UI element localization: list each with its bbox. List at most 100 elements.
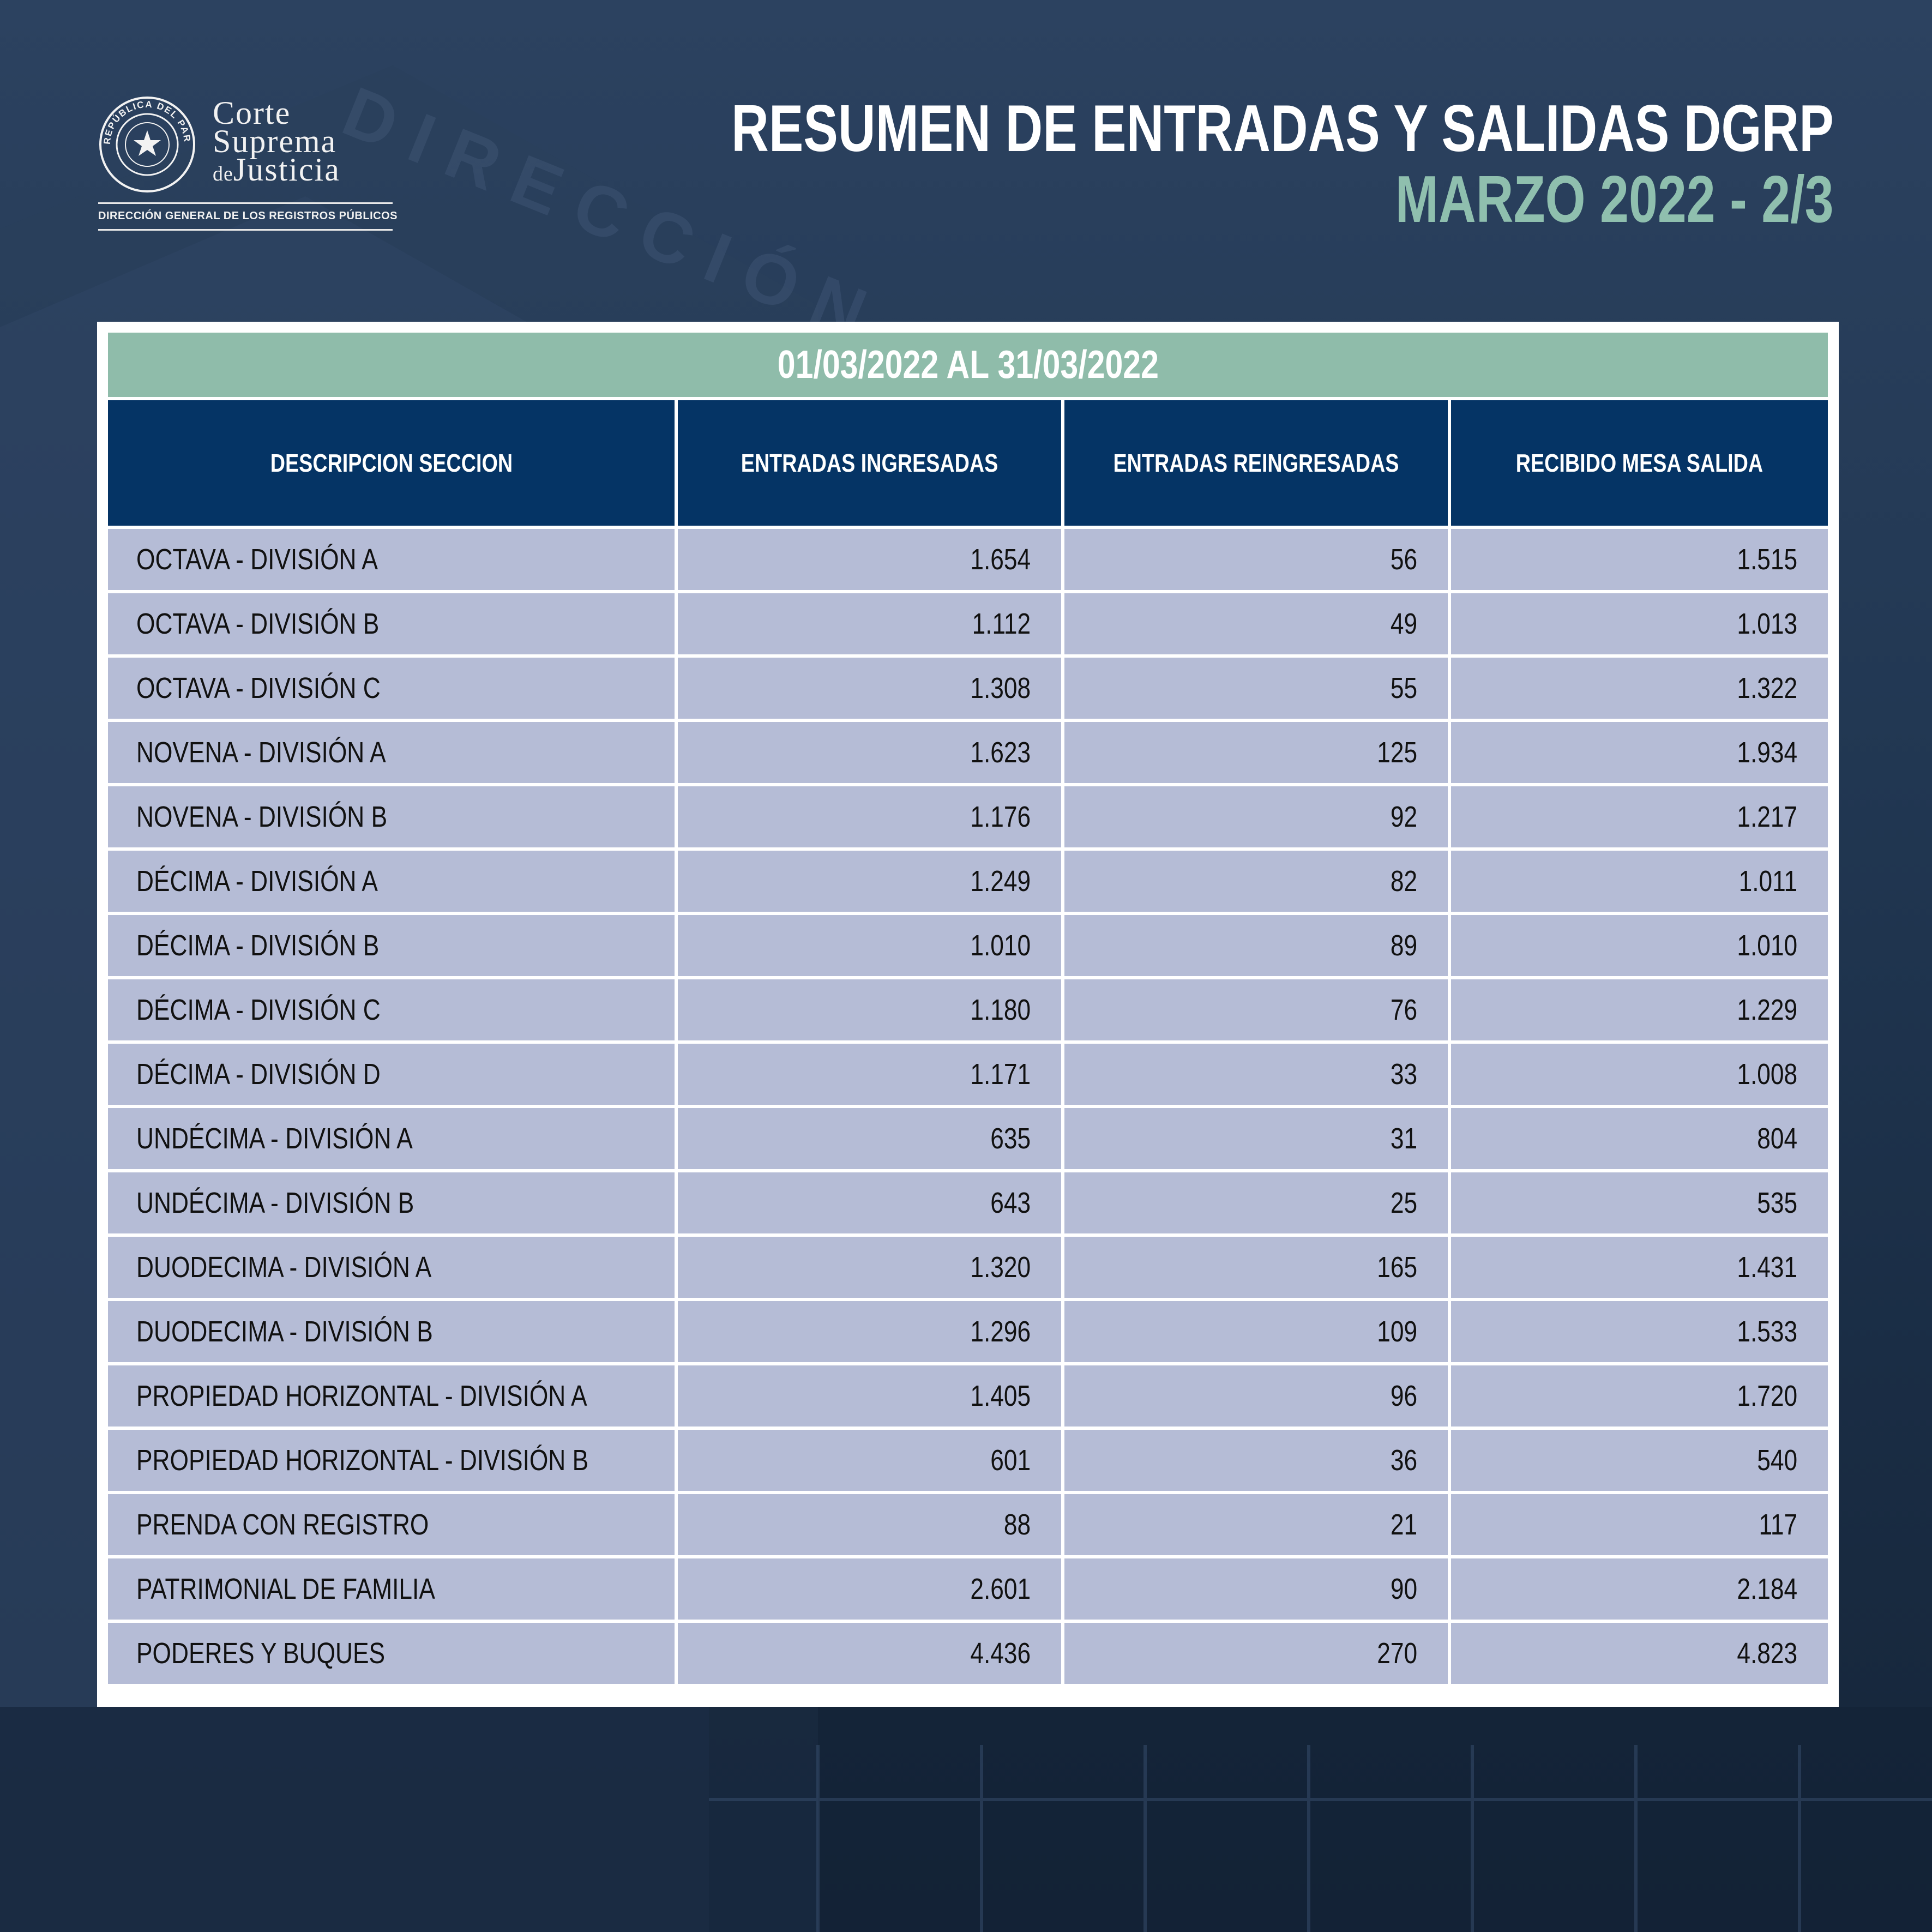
table-cell-value: 2.184 [1449, 1557, 1828, 1623]
table-row: PRENDA CON REGISTRO 88 21 117 [108, 1492, 1828, 1558]
table-cell-value: 635 [676, 1106, 1064, 1172]
table-cell-value: 90 [1063, 1557, 1451, 1623]
table-cell-value: 55 [1063, 656, 1451, 722]
table-row: UNDÉCIMA - DIVISIÓN A 635 31 804 [108, 1106, 1828, 1172]
table-cell-value: 1.180 [676, 978, 1064, 1044]
table-cell-value: 117 [1449, 1492, 1828, 1558]
logo-divider-bottom [98, 229, 393, 231]
table-row: DUODECIMA - DIVISIÓN B 1.296 109 1.533 [108, 1299, 1828, 1365]
table-cell-value: 82 [1063, 849, 1451, 915]
page-title: RESUMEN DE ENTRADAS Y SALIDAS DGRP [731, 91, 1834, 165]
seal-icon: REPÚBLICA DEL PARAGUAY [98, 95, 195, 192]
table-cell-value: 1.010 [1449, 913, 1828, 979]
logo-divider [98, 202, 393, 204]
table-cell-value: 1.934 [1449, 720, 1828, 786]
logo-line-3: deJusticia [213, 152, 340, 188]
table-cell-value: 1.533 [1449, 1299, 1828, 1365]
table-cell-description: UNDÉCIMA - DIVISIÓN A [108, 1106, 678, 1172]
table-row: NOVENA - DIVISIÓN A 1.623 125 1.934 [108, 720, 1828, 786]
table-cell-value: 31 [1063, 1106, 1451, 1172]
table-cell-value: 804 [1449, 1106, 1828, 1172]
table-cell-value: 540 [1449, 1428, 1828, 1494]
table-cell-value: 92 [1063, 785, 1451, 851]
table-cell-description: DÉCIMA - DIVISIÓN D [108, 1042, 678, 1108]
table-row: PROPIEDAD HORIZONTAL - DIVISIÓN B 601 36 54… [108, 1428, 1828, 1494]
column-header-entradas-reingresadas: ENTRADAS REINGRESADAS [1063, 400, 1451, 529]
table-row: DÉCIMA - DIVISIÓN B 1.010 89 1.010 [108, 913, 1828, 979]
table-cell-description: DÉCIMA - DIVISIÓN A [108, 849, 678, 915]
table-cell-value: 89 [1063, 913, 1451, 979]
table-cell-value: 601 [676, 1428, 1064, 1494]
table-cell-description: PROPIEDAD HORIZONTAL - DIVISIÓN A [108, 1364, 678, 1430]
table-cell-description: PODERES Y BUQUES [108, 1621, 678, 1687]
table-cell-value: 1.112 [676, 592, 1064, 658]
table-cell-value: 535 [1449, 1171, 1828, 1237]
column-header-recibido-mesa-salida: RECIBIDO MESA SALIDA [1449, 400, 1828, 529]
table-row: DÉCIMA - DIVISIÓN C 1.180 76 1.229 [108, 978, 1828, 1044]
table-cell-value: 1.720 [1449, 1364, 1828, 1430]
table-cell-value: 1.176 [676, 785, 1064, 851]
table-row: PODERES Y BUQUES 4.436 270 4.823 [108, 1621, 1828, 1687]
table-cell-description: OCTAVA - DIVISIÓN A [108, 527, 678, 593]
table-cell-value: 1.217 [1449, 785, 1828, 851]
period-label: 01/03/2022 AL 31/03/2022 [777, 343, 1159, 387]
table-cell-value: 2.601 [676, 1557, 1064, 1623]
table-cell-description: DUODECIMA - DIVISIÓN A [108, 1235, 678, 1301]
table-cell-description: PROPIEDAD HORIZONTAL - DIVISIÓN B [108, 1428, 678, 1494]
table-cell-description: PATRIMONIAL DE FAMILIA [108, 1557, 678, 1623]
table-cell-value: 643 [676, 1171, 1064, 1237]
table-row: PROPIEDAD HORIZONTAL - DIVISIÓN A 1.405 96… [108, 1364, 1828, 1430]
table-cell-description: NOVENA - DIVISIÓN B [108, 785, 678, 851]
column-header-entradas-ingresadas: ENTRADAS INGRESADAS [676, 400, 1064, 529]
table-body: OCTAVA - DIVISIÓN A 1.654 56 1.515 OCTAVA - … [108, 527, 1828, 1687]
table-cell-value: 76 [1063, 978, 1451, 1044]
table-cell-description: PRENDA CON REGISTRO [108, 1492, 678, 1558]
table-row: OCTAVA - DIVISIÓN C 1.308 55 1.322 [108, 656, 1828, 722]
table-cell-value: 1.623 [676, 720, 1064, 786]
table-cell-value: 1.654 [676, 527, 1064, 593]
logo-subtitle: DIRECCIÓN GENERAL DE LOS REGISTROS PÚBLI… [98, 210, 398, 222]
table-cell-value: 165 [1063, 1235, 1451, 1301]
court-logo: REPÚBLICA DEL PARAGUAY Corte Suprema deJ… [98, 95, 398, 232]
table-header-row: DESCRIPCION SECCION ENTRADAS INGRESADAS … [108, 400, 1828, 529]
table-row: NOVENA - DIVISIÓN B 1.176 92 1.217 [108, 785, 1828, 851]
table-cell-value: 1.171 [676, 1042, 1064, 1108]
table-row: DÉCIMA - DIVISIÓN A 1.249 82 1.011 [108, 849, 1828, 915]
table-cell-value: 1.013 [1449, 592, 1828, 658]
summary-table-wrap: 01/03/2022 AL 31/03/2022 DESCRIPCION SEC… [108, 333, 1828, 1687]
table-cell-value: 1.010 [676, 913, 1064, 979]
logo-line-1: Corte [213, 95, 291, 131]
court-name: Corte Suprema deJusticia [213, 95, 340, 188]
table-cell-value: 33 [1063, 1042, 1451, 1108]
table-cell-value: 25 [1063, 1171, 1451, 1237]
table-cell-value: 21 [1063, 1492, 1451, 1558]
column-header-description: DESCRIPCION SECCION [108, 400, 678, 529]
table-cell-description: DUODECIMA - DIVISIÓN B [108, 1299, 678, 1365]
table-row: DUODECIMA - DIVISIÓN A 1.320 165 1.431 [108, 1235, 1828, 1301]
logo-line-3-main: Justicia [233, 152, 340, 188]
table-cell-value: 1.320 [676, 1235, 1064, 1301]
table-cell-value: 270 [1063, 1621, 1451, 1687]
table-cell-value: 56 [1063, 527, 1451, 593]
table-cell-value: 125 [1063, 720, 1451, 786]
table-cell-value: 1.229 [1449, 978, 1828, 1044]
table-cell-description: DÉCIMA - DIVISIÓN B [108, 913, 678, 979]
page-subtitle: MARZO 2022 - 2/3 [1395, 162, 1834, 236]
table-cell-description: OCTAVA - DIVISIÓN C [108, 656, 678, 722]
logo-line-2: Suprema [213, 123, 337, 159]
table-cell-value: 1.249 [676, 849, 1064, 915]
table-cell-description: OCTAVA - DIVISIÓN B [108, 592, 678, 658]
table-cell-value: 36 [1063, 1428, 1451, 1494]
table-cell-value: 1.515 [1449, 527, 1828, 593]
table-cell-description: NOVENA - DIVISIÓN A [108, 720, 678, 786]
logo-line-3-prefix: de [213, 162, 233, 185]
summary-table-panel: 01/03/2022 AL 31/03/2022 DESCRIPCION SEC… [97, 322, 1839, 1707]
table-cell-value: 1.431 [1449, 1235, 1828, 1301]
table-cell-value: 1.011 [1449, 849, 1828, 915]
table-cell-value: 1.008 [1449, 1042, 1828, 1108]
table-cell-description: UNDÉCIMA - DIVISIÓN B [108, 1171, 678, 1237]
table-row: OCTAVA - DIVISIÓN A 1.654 56 1.515 [108, 527, 1828, 593]
table-cell-value: 1.308 [676, 656, 1064, 722]
table-cell-value: 49 [1063, 592, 1451, 658]
table-row: UNDÉCIMA - DIVISIÓN B 643 25 535 [108, 1171, 1828, 1237]
